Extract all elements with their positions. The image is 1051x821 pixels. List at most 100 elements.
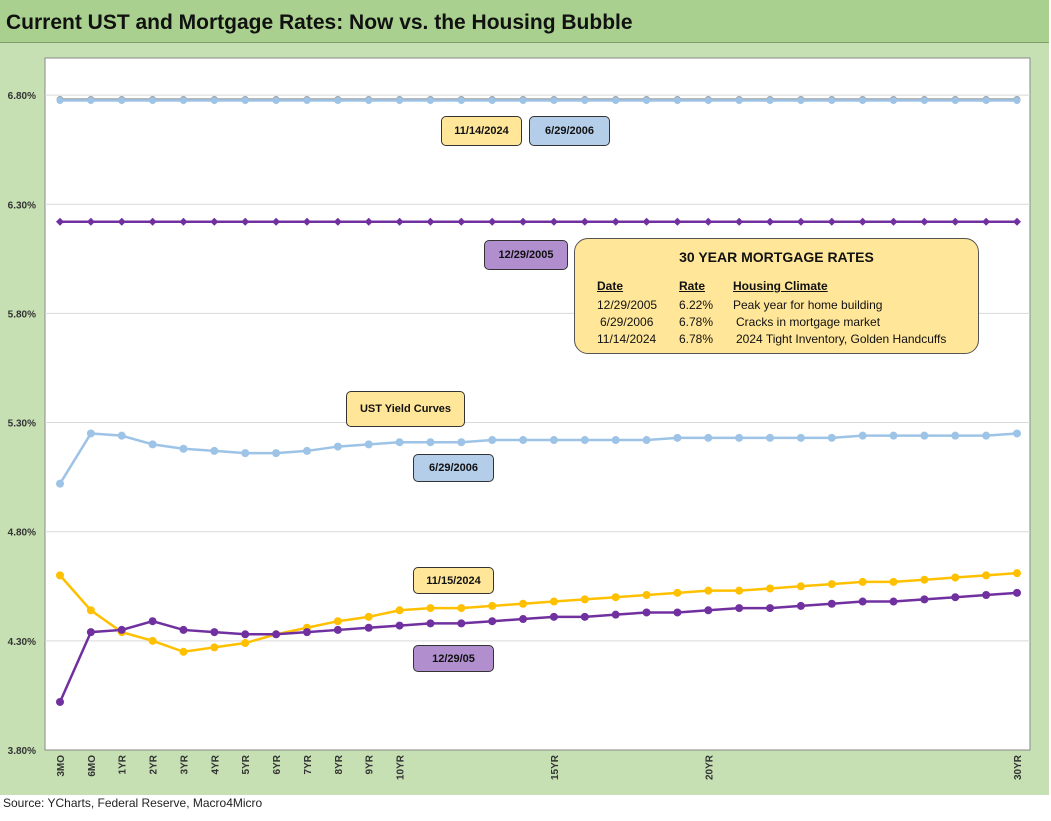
series-marker — [580, 436, 589, 445]
y-tick-label: 3.80% — [8, 746, 36, 757]
series-marker — [704, 433, 713, 442]
series-marker — [859, 96, 867, 104]
y-tick-label: 4.30% — [8, 637, 36, 648]
series-marker — [673, 608, 682, 617]
series-marker — [86, 606, 95, 615]
x-tick-label: 9YR — [365, 754, 376, 774]
series-marker — [148, 217, 157, 226]
series-marker — [302, 217, 311, 226]
series-marker — [982, 96, 990, 104]
series-marker — [488, 96, 496, 104]
series-marker — [333, 625, 342, 634]
series-marker — [272, 449, 281, 458]
series-marker — [920, 595, 929, 604]
series-marker — [179, 625, 188, 634]
series-marker — [1013, 429, 1021, 438]
y-tick-label: 5.30% — [8, 419, 36, 430]
series-marker — [951, 217, 960, 226]
series-marker — [797, 96, 805, 104]
series-marker — [179, 96, 187, 104]
series-marker — [333, 617, 342, 626]
series-marker — [642, 608, 651, 617]
row-date: 12/29/2005 — [597, 298, 658, 312]
series-marker — [549, 612, 558, 621]
y-tick-label: 6.80% — [8, 91, 36, 102]
series-marker — [241, 630, 250, 639]
series-marker — [426, 217, 435, 226]
series-marker — [889, 217, 898, 226]
series-marker — [643, 96, 651, 104]
series-marker — [673, 588, 682, 597]
x-tick-label: 8YR — [334, 754, 345, 774]
series-marker — [210, 96, 218, 104]
series-marker — [149, 96, 157, 104]
x-tick-label: 20YR — [704, 754, 715, 780]
y-tick-label: 4.80% — [8, 528, 36, 539]
series-marker — [796, 601, 805, 610]
x-tick-label: 4YR — [210, 754, 221, 774]
series-marker — [488, 436, 497, 445]
series-marker — [457, 619, 466, 628]
series-marker — [241, 217, 250, 226]
x-tick-label: 6MO — [87, 755, 98, 777]
series-line — [58, 432, 1018, 485]
series-marker — [117, 431, 126, 440]
series-marker — [241, 639, 250, 648]
series-marker — [735, 217, 744, 226]
x-tick-label: 6YR — [272, 754, 283, 774]
series-marker — [86, 217, 95, 226]
series-marker — [396, 96, 404, 104]
series-line — [59, 571, 1018, 654]
series-marker — [1013, 217, 1021, 226]
series-marker — [920, 575, 929, 584]
series-marker — [858, 577, 867, 586]
mortgage-rates-box: 30 YEAR MORTGAGE RATES Date Rate Housing… — [574, 238, 979, 354]
series-marker — [796, 582, 805, 591]
series-marker — [488, 217, 497, 226]
series-marker — [333, 217, 342, 226]
series-line — [58, 591, 1018, 703]
row-rate: 6.78% — [679, 315, 714, 329]
series-marker — [148, 617, 157, 626]
series-marker — [642, 436, 651, 445]
series-marker — [1013, 569, 1021, 578]
series-marker — [210, 643, 219, 652]
header-date: Date — [597, 279, 624, 293]
series-marker — [890, 96, 898, 104]
x-tick-label: 10YR — [396, 754, 407, 780]
x-tick-label: 15YR — [550, 754, 561, 780]
series-marker — [920, 217, 929, 226]
series-marker — [117, 217, 126, 226]
series-marker — [1013, 588, 1021, 597]
series-marker — [796, 217, 805, 226]
series-marker — [87, 96, 95, 104]
series-marker — [302, 628, 311, 637]
y-tick-label: 6.30% — [8, 200, 36, 211]
series-marker — [766, 217, 775, 226]
series-marker — [735, 433, 744, 442]
series-marker — [395, 217, 404, 226]
row-date: 6/29/2006 — [600, 315, 654, 329]
x-tick-label: 2YR — [149, 754, 160, 774]
series-marker — [735, 604, 744, 613]
series-marker — [56, 479, 64, 488]
series-marker — [766, 604, 775, 613]
series-marker — [858, 217, 867, 226]
series-marker — [766, 433, 775, 442]
series-marker — [735, 96, 743, 104]
series-marker — [611, 610, 620, 619]
series-marker — [766, 584, 775, 593]
series-marker — [148, 440, 157, 449]
series-marker — [827, 433, 836, 442]
label-mid-2005: 12/29/2005 — [484, 240, 568, 270]
source-note: Source: YCharts, Federal Reserve, Macro4… — [3, 796, 263, 810]
row-rate: 6.78% — [679, 332, 714, 346]
series-marker — [611, 217, 620, 226]
series-marker — [519, 96, 527, 104]
series-marker — [766, 96, 774, 104]
series-marker — [364, 217, 373, 226]
series-marker — [457, 96, 465, 104]
series-marker — [179, 444, 188, 453]
series-marker — [580, 217, 589, 226]
series-marker — [334, 96, 342, 104]
